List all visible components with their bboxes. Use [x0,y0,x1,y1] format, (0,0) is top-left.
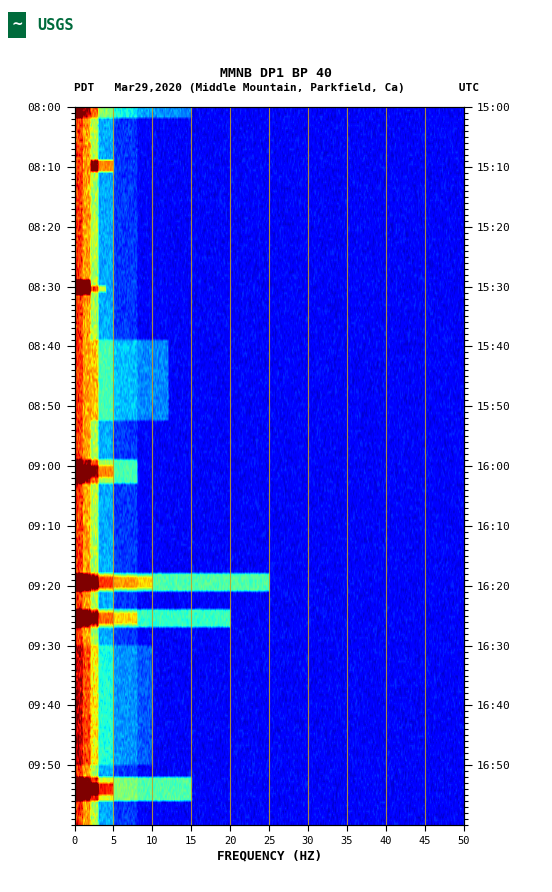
X-axis label: FREQUENCY (HZ): FREQUENCY (HZ) [216,850,322,863]
Text: PDT   Mar29,2020 (Middle Mountain, Parkfield, Ca)        UTC: PDT Mar29,2020 (Middle Mountain, Parkfie… [73,83,479,94]
Text: USGS: USGS [38,18,74,33]
Text: MMNB DP1 BP 40: MMNB DP1 BP 40 [220,67,332,79]
Text: ~: ~ [11,18,23,32]
